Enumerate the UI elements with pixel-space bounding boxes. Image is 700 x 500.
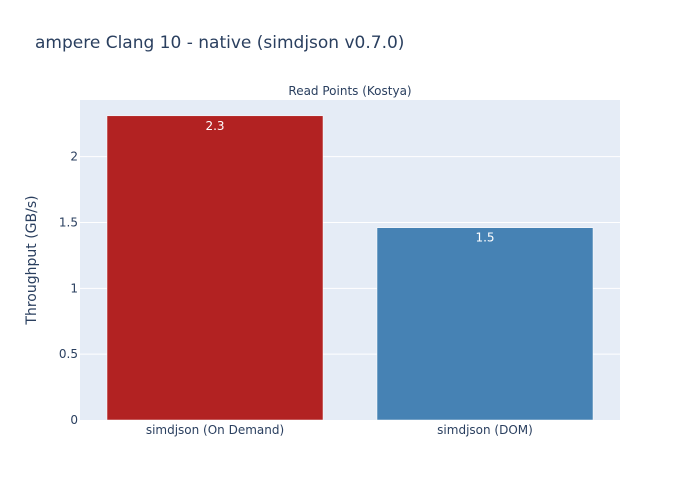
x-tick-label: simdjson (On Demand) (146, 423, 284, 437)
bar (376, 227, 594, 421)
y-axis-label: Throughput (GB/s) (24, 195, 40, 325)
bar-value-label: 2.3 (205, 119, 224, 133)
x-tick-label: simdjson (DOM) (437, 423, 533, 437)
bar-value-labels: 2.3 1.5 (205, 119, 494, 245)
y-tick-label: 2 (70, 150, 78, 164)
bar-value-label: 1.5 (475, 231, 494, 245)
chart-title: ampere Clang 10 - native (simdjson v0.7.… (35, 33, 405, 53)
y-tick-label: 1 (70, 281, 78, 295)
y-tick-label: 0 (70, 413, 78, 427)
y-tick-label: 1.5 (59, 215, 78, 229)
y-axis-ticks: 0 0.5 1 1.5 2 (59, 150, 78, 427)
y-tick-label: 0.5 (59, 347, 78, 361)
bars (106, 115, 594, 421)
chart-subtitle: Read Points (Kostya) (288, 84, 411, 98)
x-axis-ticks: simdjson (On Demand) simdjson (DOM) (146, 423, 533, 437)
bar (106, 115, 324, 421)
